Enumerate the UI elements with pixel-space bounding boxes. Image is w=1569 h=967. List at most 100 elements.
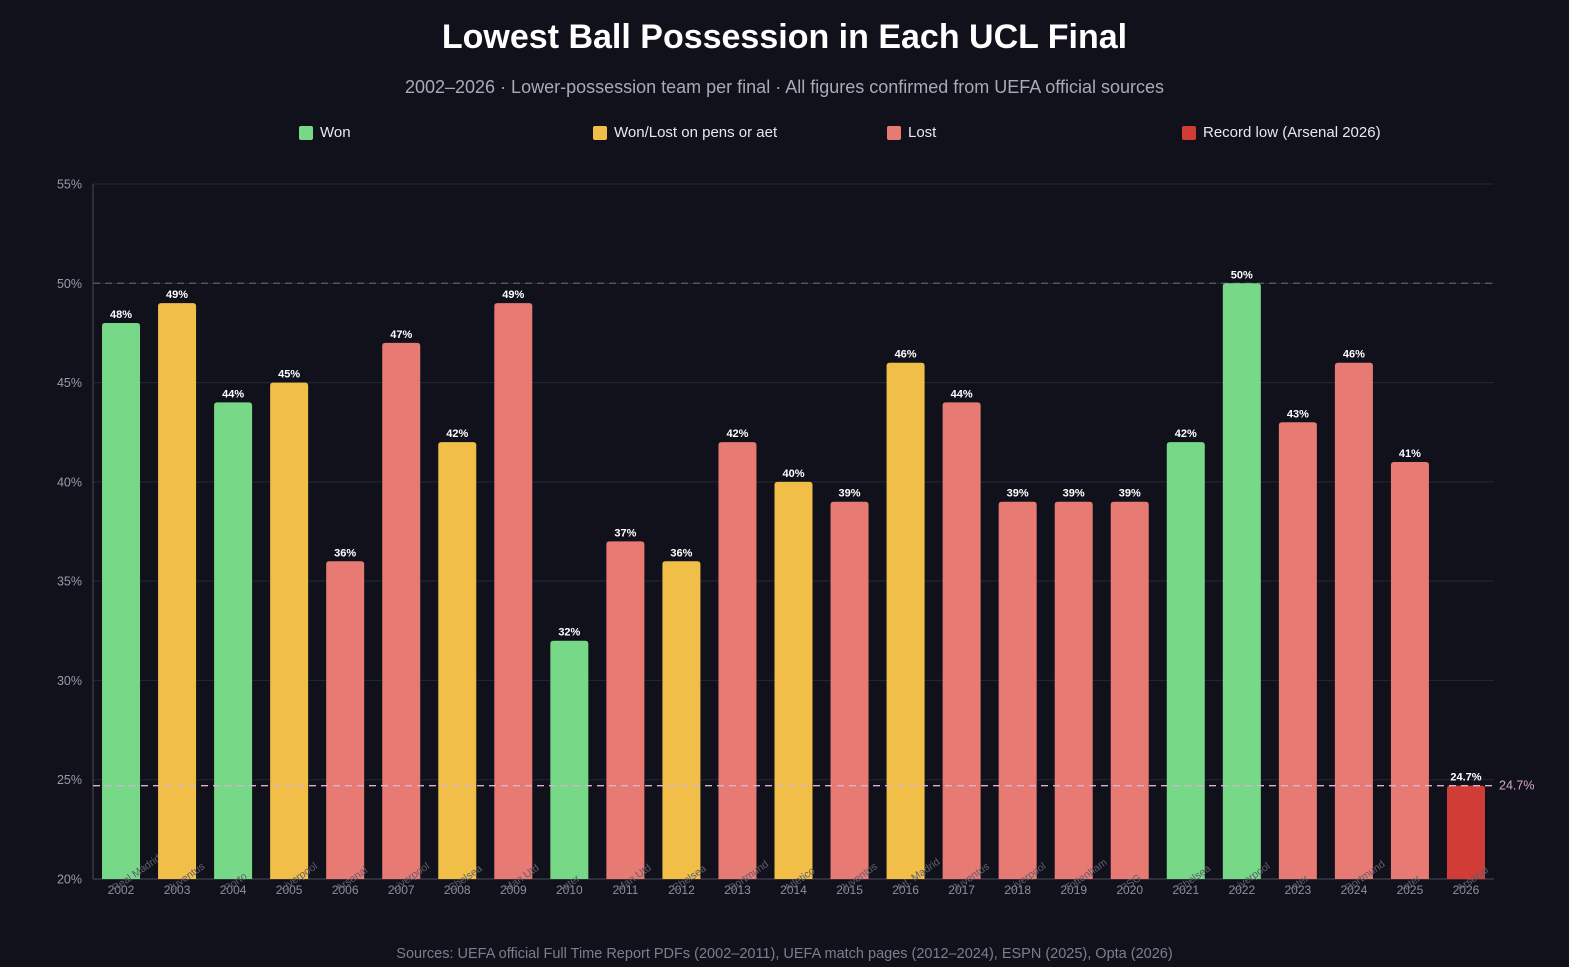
data-label: 41%	[1399, 448, 1421, 460]
data-label: 39%	[839, 488, 861, 500]
x-tick-label: 2011	[612, 883, 638, 897]
legend-item-pens: Won/Lost on pens or aet	[593, 124, 777, 141]
data-label: 49%	[166, 289, 188, 301]
bar	[830, 501, 869, 879]
x-tick-label: 2005	[276, 883, 303, 897]
bar	[270, 382, 309, 879]
bar	[382, 342, 421, 879]
data-label: 39%	[1119, 488, 1141, 500]
bar	[998, 501, 1037, 879]
bar	[1390, 462, 1429, 879]
bar	[774, 481, 813, 879]
data-label: 46%	[1343, 349, 1365, 361]
bar	[662, 561, 701, 879]
data-label: 49%	[502, 289, 524, 301]
legend-swatch-pens	[593, 125, 607, 140]
data-label: 44%	[951, 388, 973, 400]
x-tick-label: 2009	[500, 883, 527, 897]
bar	[1054, 501, 1093, 879]
bar	[214, 402, 253, 879]
legend-item-won: Won	[299, 124, 351, 141]
x-tick-label: 2002	[108, 883, 135, 897]
bar	[494, 303, 533, 880]
data-label: 36%	[334, 547, 356, 559]
bar	[606, 541, 645, 879]
data-label: 39%	[1007, 488, 1029, 500]
bar	[1278, 422, 1317, 879]
bar	[1334, 362, 1373, 879]
x-tick-label: 2022	[1228, 883, 1255, 897]
x-tick-label: 2018	[1004, 883, 1031, 897]
x-tick-label: 2003	[164, 883, 191, 897]
data-label: 48%	[110, 309, 132, 321]
x-tick-label: 2023	[1285, 883, 1312, 897]
y-tick-label: 20%	[57, 873, 82, 887]
data-label: 24.7%	[1450, 772, 1481, 784]
data-label: 42%	[1175, 428, 1197, 440]
x-tick-label: 2012	[668, 883, 695, 897]
x-tick-label: 2016	[892, 883, 919, 897]
x-tick-label: 2021	[1172, 883, 1199, 897]
data-label: 43%	[1287, 408, 1309, 420]
bar	[1110, 501, 1149, 879]
bar	[1222, 283, 1261, 879]
chart-subtitle: 2002–2026 · Lower-possession team per fi…	[404, 77, 1165, 97]
bar	[102, 323, 141, 879]
bar	[438, 442, 477, 879]
x-tick-label: 2004	[220, 883, 247, 897]
data-label: 45%	[278, 369, 300, 381]
x-tick-label: 2007	[388, 883, 415, 897]
y-tick-label: 35%	[57, 575, 82, 589]
legend-label-record: Record low (Arsenal 2026)	[1203, 124, 1381, 141]
data-label: 39%	[1063, 488, 1085, 500]
data-label: 44%	[222, 388, 244, 400]
bar	[718, 442, 757, 879]
data-label: 42%	[726, 428, 748, 440]
chart-title: Lowest Ball Possession in Each UCL Final	[441, 18, 1128, 56]
y-tick-label: 50%	[57, 277, 82, 291]
data-label: 37%	[614, 527, 636, 539]
x-tick-label: 2017	[948, 883, 975, 897]
legend-swatch-lost	[887, 125, 901, 140]
data-label: 46%	[895, 349, 917, 361]
data-label: 36%	[670, 547, 692, 559]
x-tick-label: 2024	[1341, 883, 1368, 897]
x-tick-label: 2015	[836, 883, 863, 897]
x-tick-label: 2026	[1453, 883, 1480, 897]
data-label: 32%	[558, 627, 580, 639]
bar	[886, 362, 925, 879]
x-tick-label: 2025	[1397, 883, 1424, 897]
bar	[550, 640, 589, 879]
sources-footnote: Sources: UEFA official Full Time Report …	[396, 946, 1173, 962]
legend: Won Won/Lost on pens or aet Lost Record …	[0, 124, 1569, 146]
x-tick-label: 2008	[444, 883, 471, 897]
legend-item-lost: Lost	[887, 124, 936, 141]
bar	[1446, 785, 1485, 879]
bar	[1166, 442, 1205, 879]
legend-label-lost: Lost	[908, 124, 937, 141]
x-tick-label: 2020	[1116, 883, 1143, 897]
legend-item-record: Record low (Arsenal 2026)	[1182, 124, 1381, 141]
legend-swatch-record	[1182, 125, 1196, 140]
y-tick-label: 30%	[57, 674, 82, 688]
y-tick-label: 55%	[57, 178, 82, 192]
x-tick-label: 2006	[332, 883, 359, 897]
data-label: 47%	[390, 329, 412, 341]
bar	[158, 303, 197, 880]
bar	[326, 561, 365, 879]
record-low-line-label: 24.7%	[1499, 779, 1534, 793]
data-label: 50%	[1231, 269, 1253, 281]
y-tick-label: 25%	[57, 773, 82, 787]
x-tick-label: 2019	[1060, 883, 1087, 897]
x-tick-label: 2014	[780, 883, 807, 897]
y-tick-label: 45%	[57, 376, 82, 390]
legend-swatch-won	[299, 125, 313, 140]
y-tick-label: 40%	[57, 475, 82, 489]
data-label: 42%	[446, 428, 468, 440]
bar	[942, 402, 981, 879]
legend-label-pens: Won/Lost on pens or aet	[614, 124, 778, 141]
x-tick-label: 2013	[724, 883, 751, 897]
data-label: 40%	[782, 468, 804, 480]
x-tick-label: 2010	[556, 883, 583, 897]
